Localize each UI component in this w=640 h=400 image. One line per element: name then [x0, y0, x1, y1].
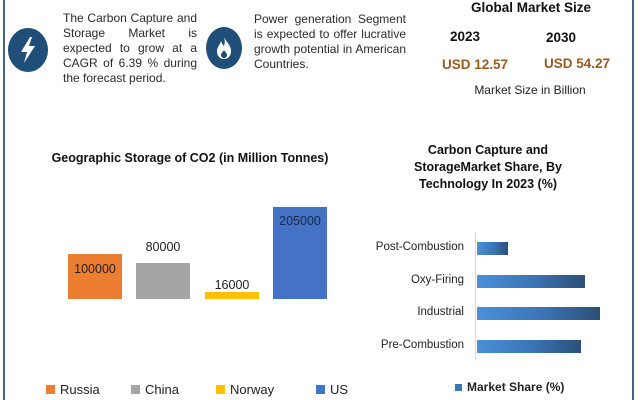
- swatch-russia: [46, 385, 55, 394]
- fact-cagr-text: The Carbon Capture and Storage Market is…: [63, 11, 197, 85]
- market-size-note: Market Size in Billion: [474, 83, 586, 97]
- lightning-icon: [8, 28, 48, 72]
- geo-chart-title: Geographic Storage of CO2 (in Million To…: [51, 151, 329, 165]
- bar-label-russia: 100000: [74, 262, 116, 276]
- bar-label-china: 80000: [145, 240, 181, 254]
- tech-title-line-1: Carbon Capture and: [427, 143, 549, 157]
- legend-us: US: [316, 382, 348, 397]
- legend-label-russia: Russia: [60, 382, 100, 397]
- bar-post-combustion: [477, 242, 508, 255]
- legend-market-share: Market Share (%): [455, 380, 564, 394]
- right-border: [632, 0, 634, 400]
- year-2023: 2023: [450, 29, 481, 44]
- bar-pre-combustion: [477, 340, 581, 353]
- bar-label-us: 205000: [279, 214, 321, 228]
- bar-label-norway: 16000: [214, 278, 250, 292]
- swatch-market-share: [455, 383, 462, 391]
- tech-title-line-2: StorageMarket Share, By: [414, 160, 562, 174]
- bar-russia: [68, 254, 122, 299]
- legend-label-us: US: [330, 382, 349, 397]
- bar-industrial: [477, 307, 600, 320]
- market-size-title: Global Market Size: [470, 0, 592, 15]
- left-border: [3, 0, 5, 400]
- flame-icon: [206, 27, 242, 69]
- value-2023: USD 12.57: [442, 57, 509, 72]
- legend-label-norway: Norway: [230, 382, 275, 397]
- bar-oxy-firing: [477, 275, 585, 288]
- bar-china: [136, 263, 190, 299]
- legend-label-china: China: [145, 382, 179, 397]
- tech-chart-title: Carbon Capture and StorageMarket Share, …: [398, 142, 578, 193]
- legend-russia: Russia: [46, 382, 100, 397]
- cat-oxy-firing: Oxy-Firing: [410, 274, 464, 286]
- year-2030: 2030: [546, 30, 577, 45]
- cat-industrial: Industrial: [417, 306, 464, 318]
- swatch-norway: [216, 385, 225, 394]
- swatch-china: [131, 385, 140, 394]
- value-2030: USD 54.27: [544, 56, 611, 71]
- tech-title-line-3: Technology In 2023 (%): [419, 177, 557, 191]
- cat-pre-combustion: Pre-Combustion: [380, 339, 464, 351]
- legend-norway: Norway: [216, 382, 274, 397]
- legend-china: China: [131, 382, 179, 397]
- swatch-us: [316, 385, 325, 394]
- tech-axis-line: [475, 232, 476, 360]
- legend-label-market-share: Market Share (%): [467, 380, 565, 394]
- bar-norway: [205, 292, 259, 299]
- fact-power-text: Power generation Segment is expected to …: [254, 12, 406, 71]
- cat-post-combustion: Post-Combustion: [375, 241, 464, 253]
- bar-us: [273, 207, 327, 299]
